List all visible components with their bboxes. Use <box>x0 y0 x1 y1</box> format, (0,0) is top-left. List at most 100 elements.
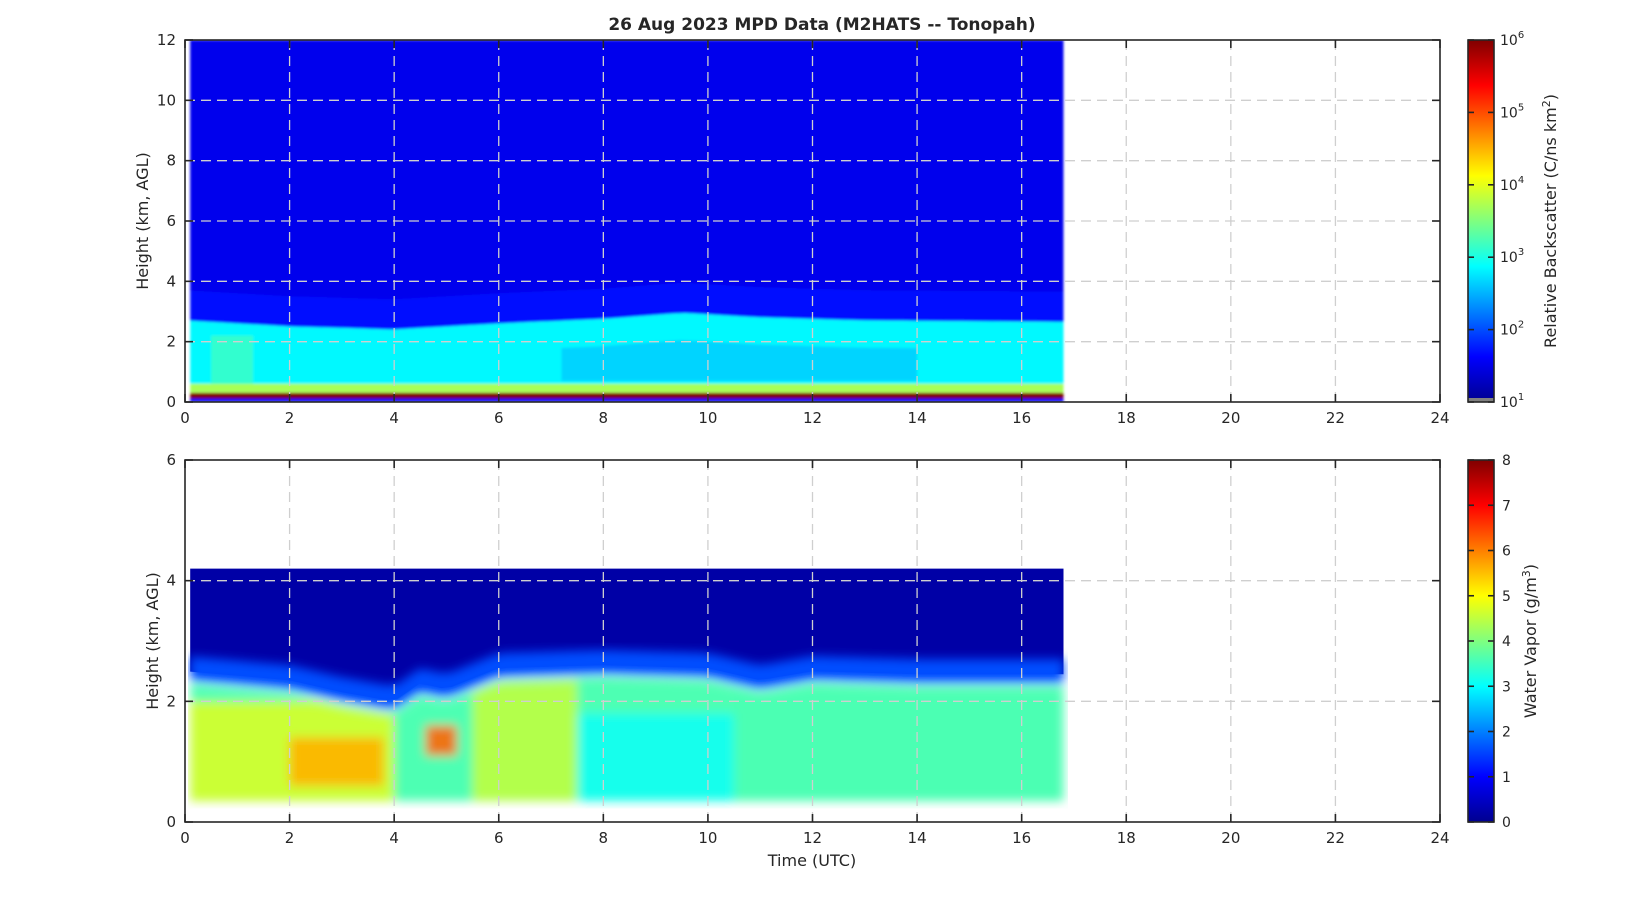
water-vapor-x-tick-label: 18 <box>1117 829 1136 847</box>
water-vapor-x-tick-label: 12 <box>803 829 822 847</box>
backscatter-y-ticks: 0 2 4 6 8 10 12 <box>157 31 1440 411</box>
backscatter-x-tick-label: 14 <box>908 409 927 427</box>
backscatter-colorbar-label-sup: 2 <box>1540 100 1553 107</box>
backscatter-colorbar-tick-label: 106 <box>1500 30 1524 49</box>
backscatter-y-tick-label: 8 <box>166 152 176 170</box>
water-vapor-x-tick-label: 24 <box>1430 829 1449 847</box>
backscatter-colorbar-tick-label: 103 <box>1500 247 1524 266</box>
water-vapor-x-axis-label: Time (UTC) <box>767 851 856 870</box>
backscatter-colorbar-tick-base: 10 <box>1500 250 1518 266</box>
water-vapor-x-tick-label: 6 <box>494 829 504 847</box>
water-vapor-x-ticks: 0 2 4 6 8 10 12 14 16 18 20 22 24 <box>180 460 1450 847</box>
backscatter-colorbar-tick-base: 10 <box>1500 33 1518 49</box>
water-vapor-colorbar-label-main: Water Vapor (g/m <box>1521 577 1540 718</box>
water-vapor-heatmap <box>190 568 1064 801</box>
water-vapor-x-tick-label: 20 <box>1221 829 1240 847</box>
backscatter-colorbar-tick-exponent: 5 <box>1518 102 1524 113</box>
backscatter-x-tick-label: 24 <box>1430 409 1449 427</box>
water-vapor-colorbar-tick-label: 8 <box>1502 453 1511 469</box>
water-vapor-colorbar-tick-label: 5 <box>1502 589 1511 605</box>
backscatter-ground-strip <box>190 398 1064 402</box>
backscatter-colorbar-under <box>1468 398 1494 402</box>
water-vapor-x-tick-label: 4 <box>389 829 399 847</box>
backscatter-y-tick-label: 12 <box>157 31 176 49</box>
water-vapor-colorbar-label-end: ) <box>1521 564 1540 570</box>
water-vapor-colorbar-label-sup: 3 <box>1520 570 1533 577</box>
water-vapor-y-tick-label: 4 <box>166 572 176 590</box>
water-vapor-colorbar-tick-label: 0 <box>1502 815 1511 831</box>
backscatter-colorbar-ramp <box>1468 40 1494 402</box>
water-vapor-region <box>425 725 457 756</box>
water-vapor-x-tick-label: 16 <box>1012 829 1031 847</box>
water-vapor-region <box>289 737 384 786</box>
backscatter-y-axis-label: Height (km, AGL) <box>133 152 152 289</box>
water-vapor-colorbar-ticks: 0 1 2 3 4 5 6 7 8 <box>1468 453 1511 831</box>
backscatter-colorbar-label-main: Relative Backscatter (C/ns km <box>1541 107 1560 348</box>
backscatter-upper-layer <box>190 40 1064 300</box>
backscatter-x-tick-label: 20 <box>1221 409 1240 427</box>
backscatter-x-ticks: 0 2 4 6 8 10 12 14 16 18 20 22 24 <box>180 40 1450 427</box>
backscatter-layers <box>190 40 1064 402</box>
backscatter-colorbar-frame <box>1467 39 1495 403</box>
backscatter-near-surface-layer <box>190 383 1064 393</box>
backscatter-colorbar-tick-base: 10 <box>1500 178 1518 194</box>
backscatter-y-tick-label: 2 <box>166 333 176 351</box>
backscatter-x-tick-label: 2 <box>285 409 295 427</box>
water-vapor-colorbar-tick-label: 3 <box>1502 679 1511 695</box>
water-vapor-colorbar-tick-label: 6 <box>1502 544 1511 560</box>
water-vapor-x-tick-label: 0 <box>180 829 190 847</box>
backscatter-colorbar-tick-base: 10 <box>1500 323 1518 339</box>
backscatter-x-tick-label: 0 <box>180 409 190 427</box>
backscatter-x-tick-label: 10 <box>698 409 717 427</box>
water-vapor-x-tick-label: 10 <box>698 829 717 847</box>
water-vapor-y-tick-label: 0 <box>166 813 176 831</box>
water-vapor-colorbar-tick-label: 4 <box>1502 634 1511 650</box>
water-vapor-x-tick-label: 14 <box>908 829 927 847</box>
water-vapor-x-tick-label: 22 <box>1326 829 1345 847</box>
backscatter-colorbar-tick-exponent: 6 <box>1518 30 1524 41</box>
water-vapor-y-tick-label: 6 <box>166 451 176 469</box>
backscatter-x-tick-label: 18 <box>1117 409 1136 427</box>
backscatter-colorbar-label-end: ) <box>1541 94 1560 100</box>
water-vapor-y-ticks: 0 2 4 6 <box>166 451 1440 831</box>
water-vapor-region <box>734 686 1064 801</box>
backscatter-colorbar-tick-label: 102 <box>1500 320 1524 339</box>
water-vapor-colorbar-tick-label: 1 <box>1502 770 1511 786</box>
backscatter-x-tick-label: 8 <box>599 409 609 427</box>
water-vapor-grid <box>185 460 1440 822</box>
backscatter-boundary-layer-lower-region <box>561 340 918 381</box>
water-vapor-moist-layer <box>190 650 1064 801</box>
figure-title: 26 Aug 2023 MPD Data (M2HATS -- Tonopah) <box>608 15 1035 35</box>
water-vapor-colorbar-label: Water Vapor (g/m3) <box>1520 564 1540 718</box>
backscatter-x-tick-label: 16 <box>1012 409 1031 427</box>
backscatter-y-tick-label: 4 <box>166 272 176 290</box>
backscatter-x-tick-label: 22 <box>1326 409 1345 427</box>
backscatter-colorbar-tick-exponent: 2 <box>1518 320 1524 331</box>
backscatter-y-tick-label: 10 <box>157 91 176 109</box>
backscatter-x-tick-label: 6 <box>494 409 504 427</box>
backscatter-x-tick-label: 12 <box>803 409 822 427</box>
water-vapor-y-tick-label: 2 <box>166 692 176 710</box>
backscatter-colorbar-tick-base: 10 <box>1500 395 1518 411</box>
backscatter-colorbar-tick-exponent: 4 <box>1518 175 1524 186</box>
water-vapor-colorbar-tick-label: 7 <box>1502 498 1511 514</box>
water-vapor-region <box>472 681 578 801</box>
water-vapor-region <box>577 713 735 801</box>
backscatter-y-tick-label: 6 <box>166 212 176 230</box>
backscatter-colorbar-tick-exponent: 1 <box>1518 392 1524 403</box>
backscatter-x-tick-label: 4 <box>389 409 399 427</box>
backscatter-colorbar-tick-label: 101 <box>1500 392 1524 411</box>
backscatter-colorbar-label: Relative Backscatter (C/ns km2) <box>1540 94 1560 348</box>
water-vapor-transition-band <box>190 650 1064 710</box>
water-vapor-colorbar-tick-label: 2 <box>1502 725 1511 741</box>
backscatter-y-tick-label: 0 <box>166 393 176 411</box>
backscatter-colorbar-tick-label: 104 <box>1500 175 1524 194</box>
backscatter-colorbar-tick-label: 105 <box>1500 102 1524 121</box>
water-vapor-x-tick-label: 8 <box>599 829 609 847</box>
backscatter-grid <box>185 40 1440 402</box>
